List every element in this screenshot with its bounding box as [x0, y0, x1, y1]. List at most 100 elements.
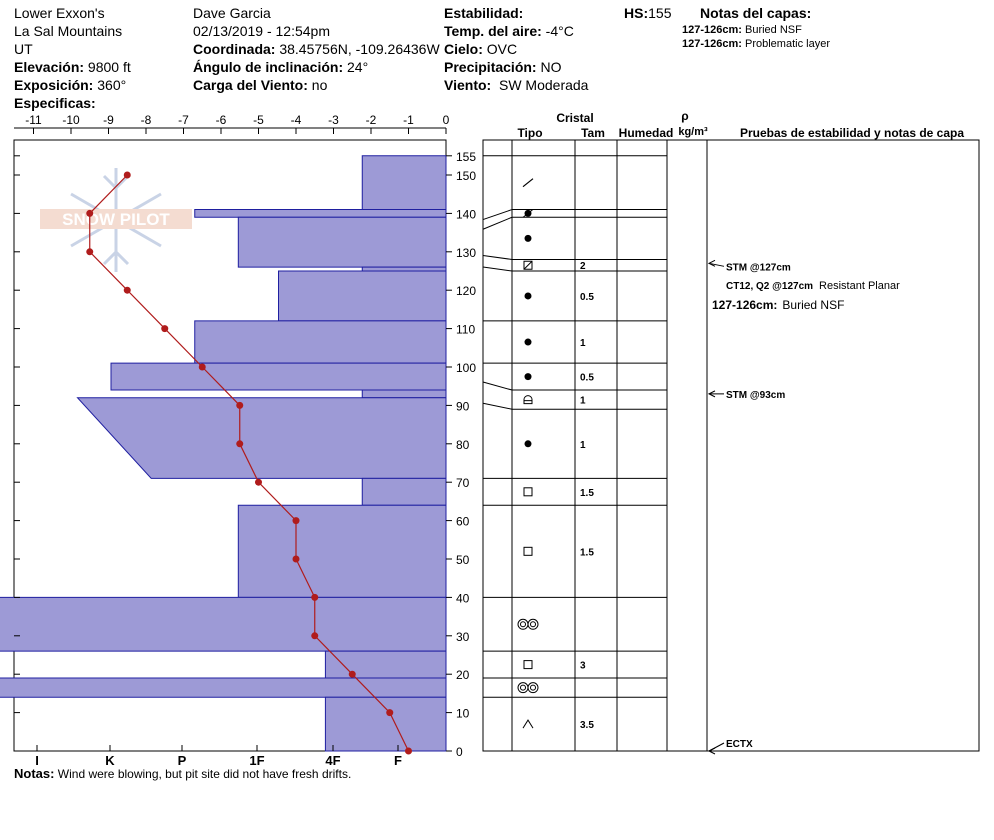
precip-value: NO [540, 59, 562, 75]
layer-note-range: 127-126cm: [682, 38, 742, 50]
temperature-axis: -11 -10 -9 -8 -7 -6 -5 -4 -3 -2 -1 0 [14, 113, 450, 134]
wind-value: SW Moderada [498, 77, 589, 93]
height-tick-label: 40 [456, 591, 470, 605]
height-tick-label: 0 [456, 745, 463, 759]
height-tick-label: 30 [456, 630, 470, 644]
hardness-tick-label: 4F [325, 753, 340, 768]
hardness-tick-label: 1F [249, 753, 264, 768]
stability-label: Estabilidad: [444, 5, 524, 21]
crystal-faceted-rounded-icon [523, 260, 533, 270]
snowpilot-watermark: SNOW PILOT [40, 168, 192, 272]
slope-label: Ángulo de inclinación: [193, 59, 344, 75]
observer: Dave Garcia [193, 5, 271, 21]
temperature-point [292, 555, 300, 563]
temperature-point [86, 209, 94, 217]
height-tick-label: 130 [456, 246, 476, 260]
hardness-bar [237, 504, 447, 598]
crystal-faceted-icon [523, 660, 533, 670]
crystal-rounded-icon [524, 440, 532, 448]
crystal-size: 2 [580, 261, 586, 272]
height-tick-label: 60 [456, 515, 470, 529]
test-pointer [708, 262, 725, 267]
crystal-size: 1 [580, 338, 586, 349]
crystal-rounded-icon [524, 234, 532, 242]
test-annotation: CT12, Q2 @127cm Resistant Planar [726, 280, 900, 292]
layer-connector [482, 216, 513, 230]
layer-note-text: Buried NSF [745, 24, 802, 36]
height-tick-label: 150 [456, 169, 476, 183]
hardness-bar [278, 270, 447, 322]
wind-load-label: Carga del Viento: [193, 77, 308, 93]
temperature-tick-label: -10 [62, 113, 80, 127]
temperature-point [236, 440, 244, 448]
hs-value: 155 [648, 5, 672, 21]
air-temp-label: Temp. del aire: [444, 23, 542, 39]
sky-label: Cielo: [444, 41, 483, 57]
height-tick-label: 110 [456, 323, 475, 337]
height-axis: 0 10 20 30 40 50 60 70 80 90 100 110 120 130 140 150 155 [14, 150, 476, 759]
layer-note-text: Problematic layer [745, 38, 830, 50]
hardness-tick-label: F [394, 753, 402, 768]
stability-row: Estabilidad: [444, 4, 523, 22]
elevation-label: Elevación: [14, 59, 85, 75]
temperature-point [386, 709, 394, 717]
location: Lower Exxon's [14, 5, 105, 21]
temperature-tick-label: -5 [253, 113, 264, 127]
crystal-size: 1.5 [580, 488, 594, 499]
hardness-bar [361, 477, 447, 506]
temperature-tick-label: -1 [403, 113, 414, 127]
temperature-point [161, 325, 169, 333]
aspect-label: Exposición: [14, 77, 94, 93]
height-tick-label: 20 [456, 668, 470, 682]
humidity-header: Humedad [619, 126, 674, 140]
hardness-axis: I K P 1F 4F F [35, 745, 402, 768]
temperature-tick-label: -11 [25, 113, 42, 127]
height-tick-label: 120 [456, 284, 476, 298]
layer-annotation: 127-126cm: Buried NSF [712, 298, 844, 312]
coord-row: Coordinada: 38.45756N, -109.26436W [193, 40, 440, 58]
temperature-point [348, 670, 356, 678]
crystal-faceted-icon [523, 487, 533, 497]
height-tick-label: 10 [456, 707, 470, 721]
crystal-header: Cristal [556, 111, 593, 125]
crystal-rounded-mixed-icon [522, 209, 534, 218]
test-label: ECTX [726, 739, 753, 750]
elevation-value: 9800 ft [87, 59, 131, 75]
layer-note-0: 127-126cm: Buried NSF [682, 23, 802, 37]
crystal-precip-particles-icon [522, 178, 534, 188]
slope-value: 24° [347, 59, 369, 75]
crystal-size: 0.5 [580, 292, 594, 303]
sky-row: Cielo: OVC [444, 40, 517, 58]
crystal-melt-forms-icon [517, 618, 539, 630]
stability-tests: STM @127cm STM @93cm ECTX CT12, Q2 @127cm Re… [707, 259, 900, 755]
temperature-line [89, 174, 410, 752]
crystal-size: 1 [580, 396, 586, 407]
wind-load-value: no [311, 77, 328, 93]
temperature-point [86, 248, 94, 256]
datetime: 02/13/2019 - 12:54pm [193, 23, 330, 39]
hs-row: HS:155 [624, 4, 671, 22]
crystal-rounded-icon [524, 338, 532, 346]
test-arrow-icon [707, 390, 716, 398]
size-header: Tam [581, 126, 605, 140]
height-tick-label: 90 [456, 399, 470, 413]
aspect-row: Exposición: 360° [14, 76, 126, 94]
height-tick-label: 100 [456, 361, 476, 375]
watermark-text: SNOW PILOT [62, 210, 170, 229]
temperature-point [236, 401, 244, 409]
temperature-tick-label: -6 [216, 113, 227, 127]
hardness-bar [361, 266, 447, 272]
crystal-size: 0.5 [580, 373, 594, 384]
temperature-tick-label: 0 [443, 113, 450, 127]
test-label: STM @93cm [726, 390, 785, 401]
temperature-profile [86, 171, 412, 755]
crystal-rounded-icon [524, 292, 532, 300]
hardness-bar [194, 320, 447, 364]
aspect-value: 360° [97, 77, 127, 93]
test-label: STM @127cm [726, 262, 791, 273]
layer-rows: 2 0.5 1 0.5 1 1 1.5 1.5 3 3.5 [482, 155, 667, 752]
specifics-row: Especificas: [14, 94, 96, 112]
temperature-point [255, 478, 262, 486]
wind-label: Viento: [444, 77, 492, 93]
